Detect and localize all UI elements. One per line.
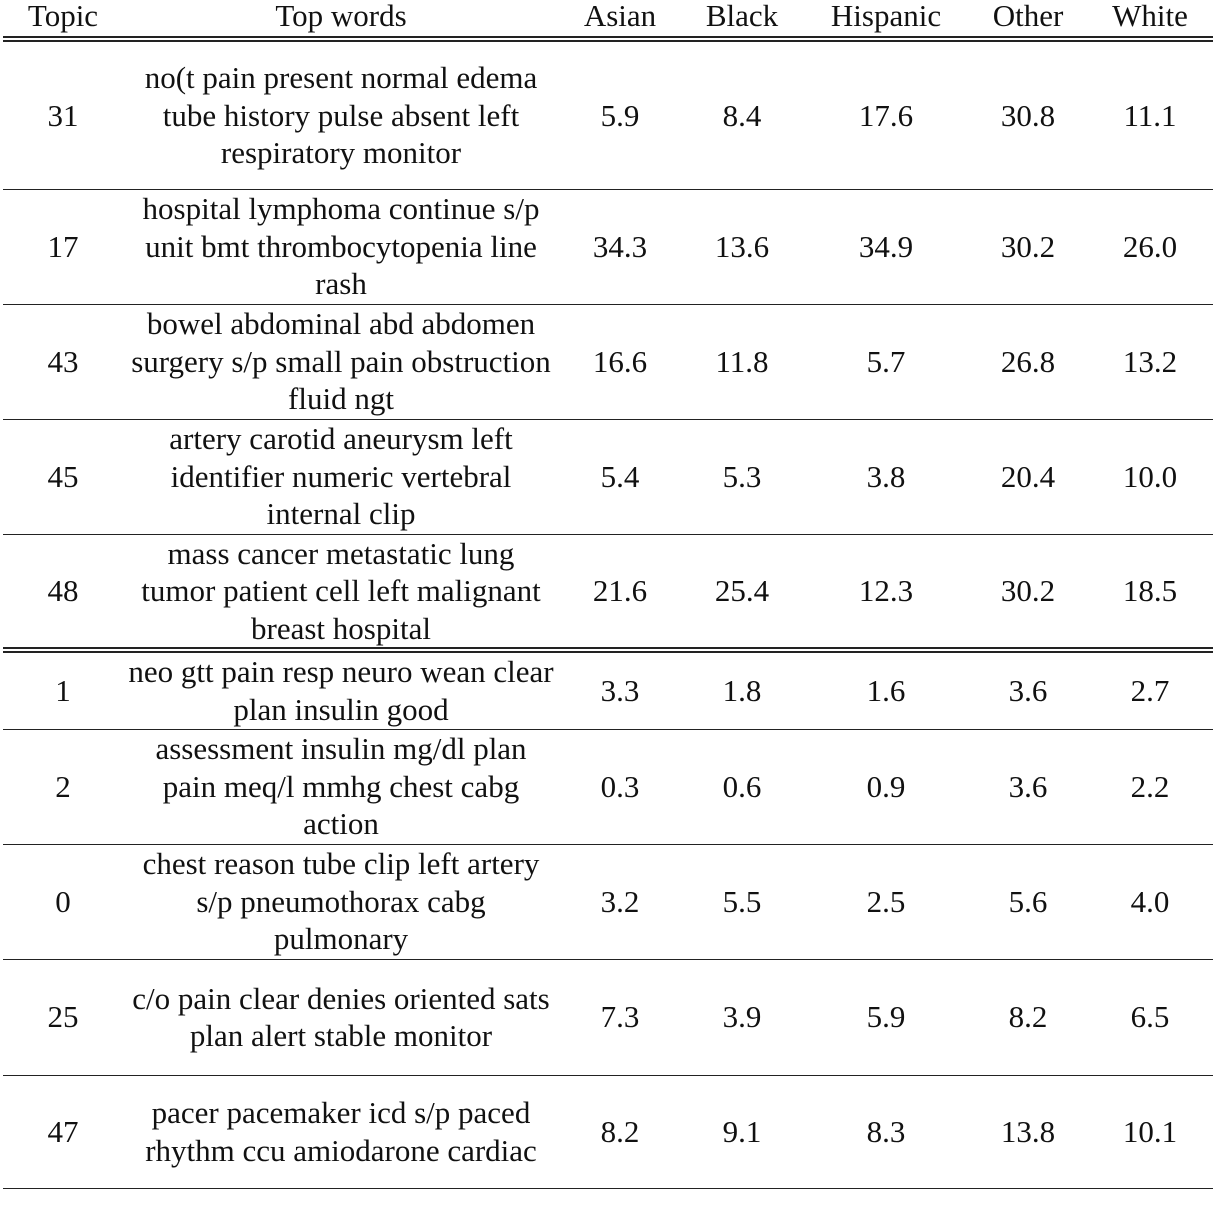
- header-other: Other: [992, 0, 1064, 33]
- black-cell: 1.8: [722, 673, 762, 708]
- table-row: 48 mass cancer metastatic lung tumor pati…: [3, 534, 1213, 650]
- topic-cell: 47: [47, 1113, 79, 1149]
- topic-cell: 45: [47, 458, 79, 494]
- other-cell: 30.2: [1000, 573, 1056, 608]
- other-cell: 3.6: [1008, 768, 1048, 804]
- white-cell: 11.1: [1123, 97, 1177, 133]
- white-cell: 2.7: [1130, 673, 1170, 708]
- hispanic-cell: 5.9: [866, 999, 906, 1035]
- white-cell: 26.0: [1122, 228, 1178, 264]
- top-words-cell: bowel abdominal abd abdomen surgery s/p …: [131, 306, 551, 417]
- other-cell: 13.8: [1000, 1113, 1056, 1149]
- table-row: 31 no(t pain present normal edema tube hi…: [3, 39, 1213, 189]
- top-words-cell: mass cancer metastatic lung tumor patien…: [141, 535, 541, 646]
- black-cell: 25.4: [714, 573, 770, 608]
- black-cell: 9.1: [722, 1113, 762, 1149]
- white-cell: 10.1: [1122, 1113, 1178, 1149]
- top-words-cell: chest reason tube clip left artery s/p p…: [142, 846, 540, 957]
- topic-cell: 43: [47, 343, 79, 379]
- header-hispanic: Hispanic: [830, 0, 942, 33]
- hispanic-cell: 1.6: [866, 673, 906, 708]
- table-row: 2 assessment insulin mg/dl plan pain meq/…: [3, 729, 1213, 844]
- topic-cell: 1: [55, 673, 71, 708]
- asian-cell: 16.6: [592, 343, 648, 379]
- white-cell: 13.2: [1122, 343, 1178, 379]
- asian-cell: 34.3: [592, 228, 648, 264]
- topic-cell: 2: [55, 768, 71, 804]
- top-words-cell: assessment insulin mg/dl plan pain meq/l…: [155, 731, 527, 842]
- topic-cell: 17: [47, 228, 79, 264]
- other-cell: 20.4: [1000, 458, 1056, 494]
- black-cell: 0.6: [722, 768, 762, 804]
- asian-cell: 0.3: [600, 768, 640, 804]
- hispanic-cell: 12.3: [858, 573, 914, 608]
- hispanic-cell: 8.3: [866, 1113, 906, 1149]
- black-cell: 11.8: [715, 343, 769, 379]
- hispanic-cell: 0.9: [866, 768, 906, 804]
- asian-cell: 21.6: [592, 573, 648, 608]
- table-row: 45 artery carotid aneurysm left identifie…: [3, 419, 1213, 534]
- top-words-cell: artery carotid aneurysm left identifier …: [169, 421, 513, 532]
- white-cell: 10.0: [1122, 458, 1178, 494]
- table-row: 17 hospital lymphoma continue s/p unit bm…: [3, 189, 1213, 304]
- black-cell: 5.3: [722, 458, 762, 494]
- header-row: Topic Top words Asian Black Hispanic Oth…: [3, 0, 1213, 39]
- asian-cell: 5.9: [600, 97, 640, 133]
- table-row: 47 pacer pacemaker icd s/p paced rhythm c…: [3, 1075, 1213, 1188]
- header-black: Black: [705, 0, 779, 33]
- header-topic: Topic: [27, 0, 99, 33]
- top-words-cell: c/o pain clear denies oriented sats plan…: [132, 980, 550, 1054]
- topic-cell: 25: [47, 999, 79, 1035]
- hispanic-cell: 2.5: [866, 883, 906, 919]
- white-cell: 6.5: [1130, 999, 1170, 1035]
- white-cell: 4.0: [1130, 883, 1170, 919]
- table-row: 0 chest reason tube clip left artery s/p …: [3, 844, 1213, 959]
- topic-cell: 48: [47, 573, 79, 608]
- top-words-cell: neo gtt pain resp neuro wean clear plan …: [128, 654, 554, 727]
- white-cell: 2.2: [1130, 768, 1170, 804]
- asian-cell: 7.3: [600, 999, 640, 1035]
- hispanic-cell: 17.6: [858, 97, 914, 133]
- header-top-words: Top words: [275, 0, 407, 33]
- black-cell: 5.5: [722, 883, 762, 919]
- hispanic-cell: 5.7: [866, 343, 906, 379]
- topic-cell: 0: [55, 883, 71, 919]
- black-cell: 8.4: [722, 97, 762, 133]
- black-cell: 3.9: [722, 999, 762, 1035]
- asian-cell: 3.2: [600, 883, 640, 919]
- other-cell: 30.8: [1000, 97, 1056, 133]
- other-cell: 8.2: [1008, 999, 1048, 1035]
- black-cell: 13.6: [714, 228, 770, 264]
- other-cell: 30.2: [1000, 228, 1056, 264]
- header-white: White: [1112, 0, 1188, 33]
- other-cell: 3.6: [1008, 673, 1048, 708]
- other-cell: 26.8: [1000, 343, 1056, 379]
- top-words-cell: pacer pacemaker icd s/p paced rhythm ccu…: [145, 1095, 537, 1168]
- header-asian: Asian: [583, 0, 657, 33]
- top-words-cell: hospital lymphoma continue s/p unit bmt …: [142, 191, 540, 302]
- asian-cell: 5.4: [600, 458, 640, 494]
- table-row: 43 bowel abdominal abd abdomen surgery s/…: [3, 304, 1213, 419]
- table-row: 1 neo gtt pain resp neuro wean clear plan…: [3, 650, 1213, 729]
- table-row: 25 c/o pain clear denies oriented sats pl…: [3, 959, 1213, 1075]
- asian-cell: 8.2: [600, 1113, 640, 1149]
- topic-race-table: Topic Top words Asian Black Hispanic Oth…: [3, 0, 1213, 1189]
- hispanic-cell: 3.8: [866, 458, 906, 494]
- asian-cell: 3.3: [600, 673, 640, 708]
- other-cell: 5.6: [1008, 883, 1048, 919]
- white-cell: 18.5: [1122, 573, 1178, 608]
- top-words-cell: no(t pain present normal edema tube hist…: [144, 60, 538, 170]
- hispanic-cell: 34.9: [858, 228, 914, 264]
- topic-cell: 31: [47, 97, 79, 133]
